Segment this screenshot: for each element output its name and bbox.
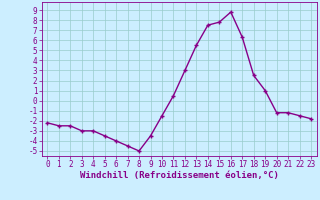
X-axis label: Windchill (Refroidissement éolien,°C): Windchill (Refroidissement éolien,°C)	[80, 171, 279, 180]
